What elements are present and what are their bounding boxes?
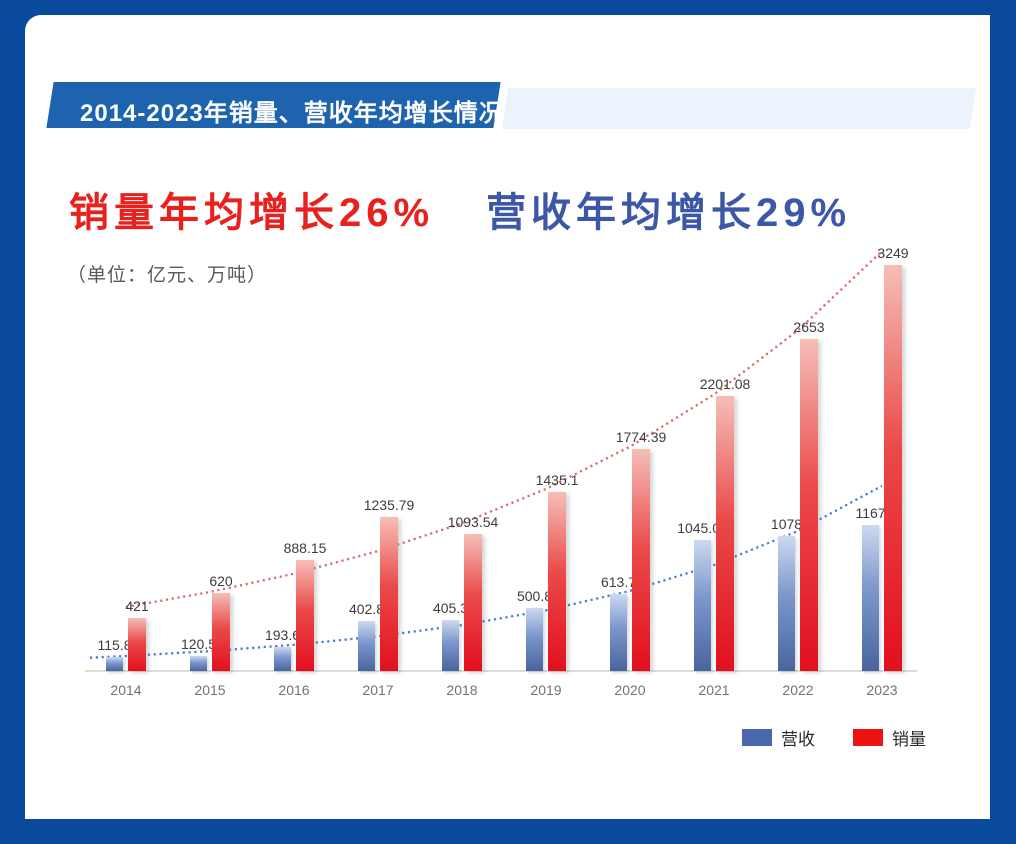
sales-value-label: 2653 [793,319,825,335]
content-card: 2014-2023年销量、营收年均增长情况 销量年均增长26% 营收年均增长29… [25,15,990,819]
sales-bar [548,492,566,671]
sales-bar [128,618,146,671]
x-axis-label: 2018 [446,682,478,698]
sales-value-label: 888.15 [283,540,327,556]
sales-trendline [125,250,883,609]
sales-bar [296,560,314,671]
sales-bar [464,534,482,671]
x-axis-label: 2015 [194,682,226,698]
revenue-value-label: 402.8 [348,601,385,617]
x-axis-label: 2023 [866,682,898,698]
sales-value-label: 1235.79 [363,497,415,513]
sales-swatch-icon [853,729,883,746]
headline: 销量年均增长26% 营收年均增长29% [69,180,851,238]
sales-bar [800,339,818,671]
headline-sales: 销量年均增长26% [69,191,435,235]
revenue-bar [442,620,459,671]
revenue-value-label: 1167 [855,505,886,521]
x-axis-label: 2022 [782,682,814,698]
revenue-trendline [89,484,883,659]
x-axis-label: 2019 [530,682,562,698]
legend-label-sales: 销量 [892,730,926,749]
revenue-bar [190,656,207,671]
revenue-swatch-icon [742,729,772,746]
unit-label: （单位：亿元、万吨） [67,265,268,286]
revenue-bar [862,525,879,671]
revenue-value-label: 193.6 [264,627,301,643]
sales-bar [716,396,734,671]
x-axis-label: 2016 [278,682,310,698]
revenue-value-label: 1078 [770,516,803,532]
sales-value-label: 421 [125,598,149,614]
sales-value-label: 3249 [877,245,909,261]
revenue-value-label: 115.8 [97,637,132,653]
revenue-bar [358,621,375,671]
legend-item-sales: 销量 [853,725,926,750]
sales-bar [884,265,902,671]
headline-revenue: 营收年均增长29% [486,191,852,235]
sales-bar [380,517,398,671]
banner-title: 2014-2023年销量、营收年均增长情况 [80,100,504,127]
banner-light-ribbon [501,88,977,129]
revenue-bar [526,608,543,671]
x-axis-label: 2021 [698,682,730,698]
revenue-bar [694,540,711,671]
sales-bar [632,449,650,671]
x-axis-label: 2014 [110,682,142,698]
sales-value-label: 1774.39 [615,429,667,445]
revenue-bar [778,536,795,671]
revenue-value-label: 500.8 [516,588,553,604]
legend-label-revenue: 营收 [781,730,815,749]
sales-value-label: 1435.1 [535,472,579,488]
x-axis-label: 2020 [614,682,646,698]
legend-item-revenue: 营收 [742,725,815,750]
sales-value-label: 620 [209,573,233,589]
x-axis-label: 2017 [362,682,394,698]
sales-bar [212,593,230,671]
revenue-value-label: 405.3 [432,600,469,616]
sales-value-label: 1093.54 [447,514,499,530]
revenue-bar [106,657,123,671]
sales-value-label: 2201.08 [699,376,751,392]
trendlines-layer [89,250,883,659]
chart-legend: 营收 销量 [742,725,926,750]
revenue-value-label: 120.5 [180,636,217,652]
x-axis-line [85,670,917,672]
revenue-bar [274,647,291,671]
revenue-bar [610,594,627,671]
revenue-value-label: 613.7 [600,574,637,590]
